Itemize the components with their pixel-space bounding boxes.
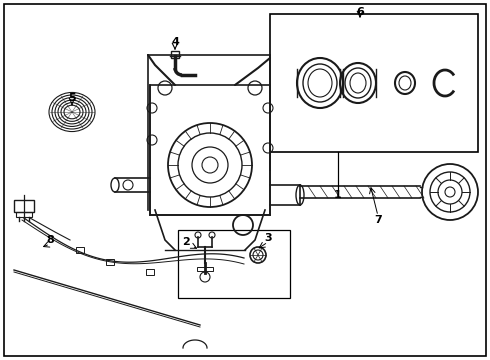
Bar <box>197 267 213 271</box>
Text: 7: 7 <box>374 215 382 225</box>
Text: 8: 8 <box>46 235 54 245</box>
Text: 5: 5 <box>68 93 76 103</box>
Bar <box>150 85 270 215</box>
Text: 2: 2 <box>182 237 190 247</box>
Bar <box>106 259 114 265</box>
Text: 6: 6 <box>356 7 364 17</box>
Bar <box>14 200 34 212</box>
Text: 4: 4 <box>171 37 179 47</box>
Bar <box>178 230 290 298</box>
Bar <box>76 247 84 253</box>
Text: 3: 3 <box>264 233 272 243</box>
Text: 1: 1 <box>334 190 342 200</box>
Bar <box>16 212 32 217</box>
Bar <box>270 14 478 152</box>
Bar <box>171 51 179 58</box>
Bar <box>146 269 154 275</box>
